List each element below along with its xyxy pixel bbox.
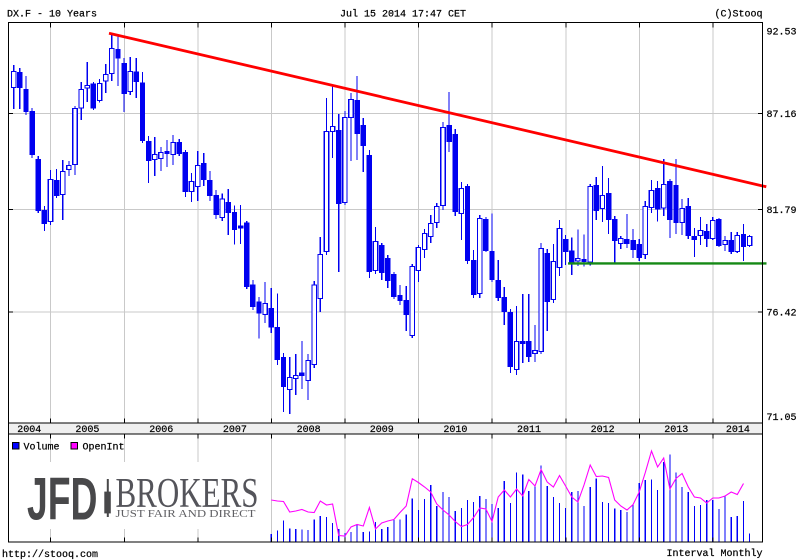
svg-text:http://stooq.com: http://stooq.com <box>2 549 98 560</box>
svg-text:JFD: JFD <box>27 465 98 533</box>
svg-text:2012: 2012 <box>591 425 615 436</box>
svg-text:BROKERS: BROKERS <box>116 470 259 517</box>
svg-text:76.42: 76.42 <box>767 309 797 320</box>
svg-text:Volume: Volume <box>24 442 60 454</box>
svg-text:2008: 2008 <box>297 425 321 436</box>
svg-text:OpenInt: OpenInt <box>83 443 125 454</box>
svg-text:2011: 2011 <box>517 425 541 436</box>
svg-text:2007: 2007 <box>223 425 247 436</box>
svg-text:2014: 2014 <box>726 425 750 436</box>
svg-text:71.05: 71.05 <box>767 413 797 424</box>
svg-text:JUST FAIR AND DIRECT: JUST FAIR AND DIRECT <box>116 509 257 520</box>
svg-text:2010: 2010 <box>443 425 467 436</box>
svg-text:Interval Monthly: Interval Monthly <box>666 548 762 560</box>
svg-text:2005: 2005 <box>75 425 99 436</box>
svg-text:2009: 2009 <box>370 425 394 436</box>
svg-text:DX.F - 10 Years: DX.F - 10 Years <box>7 10 97 21</box>
svg-text:2004: 2004 <box>17 425 41 436</box>
svg-text:92.53: 92.53 <box>767 28 797 39</box>
svg-text:2006: 2006 <box>149 425 173 436</box>
svg-text:2013: 2013 <box>664 425 688 436</box>
svg-text:81.79: 81.79 <box>767 206 797 217</box>
svg-text:Jul 15 2014 17:47 CET: Jul 15 2014 17:47 CET <box>340 9 466 21</box>
svg-text:87.16: 87.16 <box>767 110 797 121</box>
svg-text:(C)Stooq: (C)Stooq <box>714 9 762 21</box>
